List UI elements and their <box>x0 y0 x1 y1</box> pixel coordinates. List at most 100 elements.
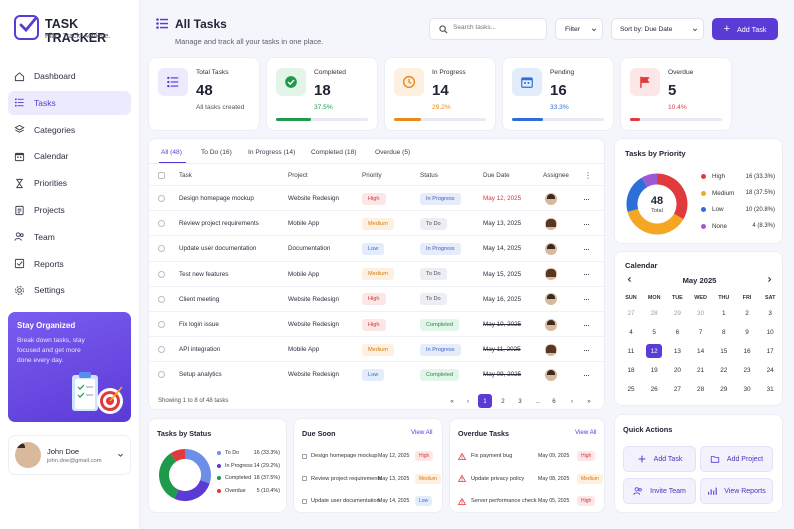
page-2[interactable]: 2 <box>501 397 505 405</box>
sidebar-item-categories[interactable]: Categories <box>8 118 131 142</box>
calendar-day[interactable]: 24 <box>766 367 774 375</box>
list-item[interactable]: Fix payment bug May 09, 2025 High <box>458 449 598 463</box>
prev-page-icon[interactable]: ‹ <box>466 397 470 405</box>
tab-all[interactable]: All (48) <box>159 149 186 164</box>
chevron-down-icon[interactable] <box>117 452 124 459</box>
table-row[interactable]: Review project requirements Mobile App Med… <box>149 210 604 235</box>
calendar-day[interactable]: 8 <box>722 328 726 336</box>
calendar-day[interactable]: 4 <box>629 328 633 336</box>
row-checkbox[interactable] <box>158 337 165 362</box>
calendar-day[interactable]: 31 <box>766 386 774 394</box>
task-name[interactable]: Setup analytics <box>179 371 222 379</box>
row-checkbox[interactable] <box>158 312 165 337</box>
calendar-day[interactable]: 29 <box>673 309 681 317</box>
calendar-day[interactable]: 20 <box>673 367 681 375</box>
calendar-day[interactable]: 23 <box>743 367 751 375</box>
list-item[interactable]: Server performance check May 05, 2025 High <box>458 494 598 508</box>
calendar-day[interactable]: 16 <box>743 347 751 355</box>
sidebar-item-team[interactable]: Team <box>8 225 131 249</box>
calendar-day[interactable]: 19 <box>650 367 658 375</box>
chevron-left-icon[interactable] <box>626 276 633 283</box>
more-options-icon[interactable]: ··· <box>583 243 590 254</box>
task-name[interactable]: Update user documentation <box>179 245 257 253</box>
table-row[interactable]: Fix login issue Website Redesign High Compl… <box>149 311 604 336</box>
row-checkbox[interactable] <box>158 362 165 387</box>
sidebar-item-projects[interactable]: Projects <box>8 198 131 222</box>
more-options-icon[interactable]: ··· <box>583 344 590 355</box>
table-row[interactable]: Client meeting Website Redesign High To Do M… <box>149 285 604 312</box>
calendar-day[interactable]: 6 <box>675 328 680 336</box>
calendar-day[interactable]: 27 <box>673 386 681 394</box>
more-options-icon[interactable]: ··· <box>583 193 590 204</box>
more-options-icon[interactable]: ··· <box>583 218 590 229</box>
row-checkbox[interactable] <box>158 211 165 236</box>
more-options-icon[interactable]: ··· <box>583 319 590 330</box>
calendar-day[interactable]: 25 <box>627 386 635 394</box>
calendar-day[interactable]: 15 <box>720 347 728 355</box>
column-header-assignee[interactable]: Assignee <box>543 171 569 179</box>
calendar-day[interactable]: 2 <box>745 309 749 317</box>
sidebar-item-settings[interactable]: Settings <box>8 278 131 302</box>
table-row[interactable]: Test new features Mobile App Medium To Do Ma… <box>149 260 604 287</box>
due-soon-view-all-link[interactable]: View All <box>411 429 433 436</box>
invite-team-button[interactable]: Invite Team <box>623 478 696 504</box>
calendar-day[interactable]: 30 <box>743 386 751 394</box>
list-item[interactable]: Update privacy policy May 08, 2025 Medium <box>458 472 603 486</box>
calendar-day[interactable]: 3 <box>768 309 772 317</box>
tab-completed[interactable]: Completed (18) <box>311 149 356 156</box>
row-checkbox[interactable] <box>158 262 165 287</box>
overdue-view-all-link[interactable]: View All <box>575 429 597 436</box>
calendar-day[interactable]: 9 <box>745 328 749 336</box>
page-1[interactable]: 1 <box>478 394 492 408</box>
column-header-status[interactable]: Status <box>420 171 438 179</box>
table-row[interactable]: Design homepage mockup Website Redesign Hi… <box>149 185 604 210</box>
chevron-right-icon[interactable] <box>766 276 773 283</box>
page-3[interactable]: 3 <box>518 397 522 405</box>
calendar-day[interactable]: 1 <box>722 309 726 317</box>
calendar-day[interactable]: 10 <box>766 328 774 336</box>
tab-overdue[interactable]: Overdue (5) <box>375 149 410 156</box>
calendar-day[interactable]: 11 <box>627 347 635 355</box>
calendar-day[interactable]: 14 <box>697 347 705 355</box>
list-item[interactable]: Design homepage mockup May 12, 2025 High <box>302 449 436 463</box>
search-input[interactable] <box>429 18 547 40</box>
column-header-project[interactable]: Project <box>288 171 308 179</box>
select-all-checkbox[interactable] <box>158 165 165 185</box>
row-checkbox[interactable] <box>158 186 165 211</box>
list-item[interactable]: Review project requirements May 13, 2025 M… <box>302 472 441 486</box>
sidebar-item-reports[interactable]: Reports <box>8 252 131 276</box>
view-reports-button[interactable]: View Reports <box>700 478 773 504</box>
table-row[interactable]: API integration Mobile App Medium In Progre… <box>149 336 604 361</box>
column-header-task[interactable]: Task <box>179 171 192 179</box>
task-name[interactable]: Test new features <box>179 270 229 278</box>
sort-dropdown[interactable]: Sort by: Due Date <box>611 18 704 40</box>
calendar-day[interactable]: 27 <box>627 309 635 317</box>
add-task-button[interactable]: + Add Task <box>712 18 778 40</box>
filter-button[interactable]: Filter <box>555 18 603 40</box>
more-options-icon[interactable]: ··· <box>583 294 590 305</box>
more-options-icon[interactable]: ··· <box>583 369 590 380</box>
more-options-icon[interactable]: ··· <box>583 269 590 280</box>
calendar-day[interactable]: 21 <box>697 367 705 375</box>
task-name[interactable]: Review project requirements <box>179 220 259 228</box>
calendar-day[interactable]: 5 <box>652 328 656 336</box>
sidebar-item-dashboard[interactable]: Dashboard <box>8 64 131 88</box>
task-name[interactable]: Fix login issue <box>179 321 219 328</box>
task-name[interactable]: API integration <box>179 346 221 354</box>
sidebar-item-calendar[interactable]: Calendar <box>8 144 131 168</box>
first-page-icon[interactable]: « <box>450 397 454 405</box>
calendar-day[interactable]: 28 <box>697 386 705 394</box>
column-header-due-date[interactable]: Due Date <box>483 171 510 179</box>
task-name[interactable]: Design homepage mockup <box>179 195 254 202</box>
calendar-day[interactable]: 18 <box>627 367 635 375</box>
calendar-day[interactable]: 13 <box>673 347 681 355</box>
user-profile-card[interactable]: John Doe john.doe@gmail.com <box>8 435 131 475</box>
sidebar-item-tasks[interactable]: Tasks <box>8 90 131 115</box>
row-checkbox[interactable] <box>158 287 165 312</box>
checkbox-icon[interactable] <box>302 453 307 459</box>
add-project-button[interactable]: Add Project <box>700 446 773 472</box>
page-6[interactable]: 6 <box>552 397 556 405</box>
checkbox-icon[interactable] <box>302 498 307 504</box>
calendar-day[interactable]: 22 <box>720 367 728 375</box>
sidebar-item-priorities[interactable]: Priorities <box>8 171 131 195</box>
